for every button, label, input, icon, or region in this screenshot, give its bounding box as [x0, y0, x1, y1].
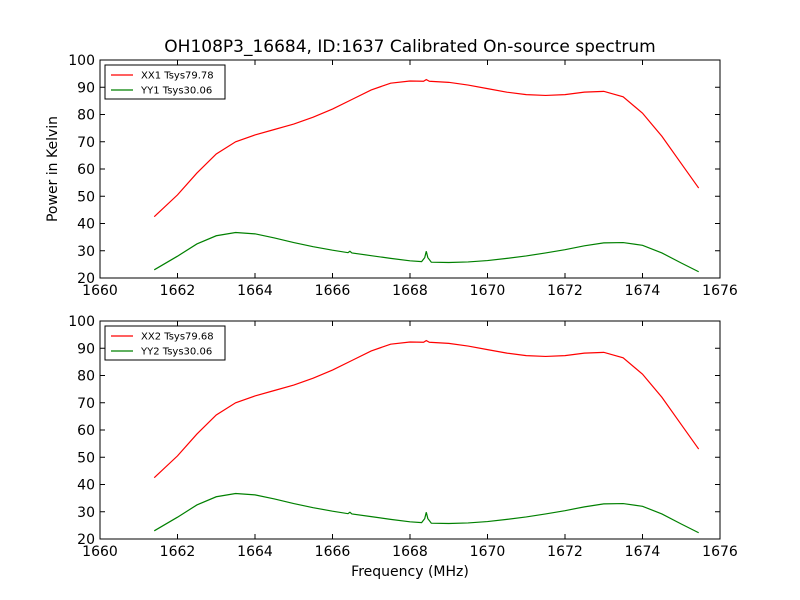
x-tick-label: 1668 — [392, 283, 428, 299]
y-tick-label: 80 — [77, 108, 95, 124]
y-tick-label: 40 — [77, 478, 95, 494]
y-tick-label: 90 — [77, 80, 95, 96]
legend-label-1: YY2 Tsys30.06 — [140, 347, 212, 358]
x-tick-label: 1664 — [237, 283, 273, 299]
x-tick-label: 1666 — [315, 283, 351, 299]
y-tick-label: 100 — [68, 53, 95, 69]
x-tick-label: 1672 — [547, 544, 583, 560]
x-tick-label: 1676 — [702, 283, 738, 299]
x-tick-label: 1662 — [160, 544, 196, 560]
x-tick-label: 1674 — [625, 283, 661, 299]
y-tick-label: 20 — [77, 532, 95, 548]
figure-title: OH108P3_16684, ID:1637 Calibrated On-sou… — [164, 37, 655, 57]
x-tick-label: 1660 — [82, 544, 118, 560]
y-tick-label: 70 — [77, 396, 95, 412]
x-tick-label: 1664 — [237, 544, 273, 560]
y-tick-label: 30 — [77, 244, 95, 260]
legend-box — [104, 64, 226, 100]
series-line-1 — [153, 492, 699, 534]
legend-label-0: XX2 Tsys79.68 — [141, 332, 214, 343]
x-tick-label: 1674 — [625, 544, 661, 560]
x-tick-label: 1660 — [82, 283, 118, 299]
x-axis-label: Frequency (MHz) — [351, 564, 469, 580]
x-tick-label: 1668 — [392, 544, 428, 560]
y-tick-label: 20 — [77, 271, 95, 287]
y-axis-label: Power in Kelvin — [45, 116, 61, 222]
legend-label-0: XX1 Tsys79.78 — [141, 71, 214, 82]
x-tick-label: 1670 — [470, 544, 506, 560]
y-tick-label: 60 — [77, 423, 95, 439]
y-tick-label: 70 — [77, 135, 95, 151]
bottom-panel: 1660 1662 1664 1666 1668 1670 1672 1674 1676 20 30… — [68, 314, 738, 560]
y-tick-label: 50 — [77, 189, 95, 205]
legend-box — [104, 325, 226, 361]
y-tick-label: 50 — [77, 450, 95, 466]
y-tick-label: 30 — [77, 505, 95, 521]
legend-label-1: YY1 Tsys30.06 — [140, 86, 212, 97]
series-line-0 — [153, 339, 700, 479]
y-tick-label: 90 — [77, 341, 95, 357]
y-tick-label: 100 — [68, 314, 95, 330]
x-tick-label: 1676 — [702, 544, 738, 560]
x-tick-label: 1662 — [160, 283, 196, 299]
top-panel: 1660 1662 1664 1666 1668 1670 1672 1674 1676 20 30… — [45, 53, 738, 299]
y-tick-label: 40 — [77, 217, 95, 233]
x-tick-label: 1670 — [470, 283, 506, 299]
x-tick-label: 1672 — [547, 283, 583, 299]
y-tick-label: 60 — [77, 162, 95, 178]
series-line-0 — [153, 78, 700, 218]
y-tick-label: 80 — [77, 369, 95, 385]
series-line-1 — [153, 231, 699, 273]
x-tick-label: 1666 — [315, 544, 351, 560]
